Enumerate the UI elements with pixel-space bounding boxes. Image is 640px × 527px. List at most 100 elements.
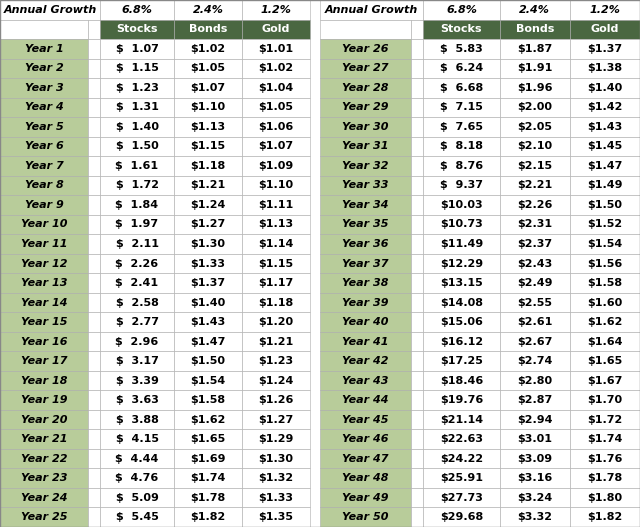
Bar [570,39,640,58]
Text: $10.03: $10.03 [440,200,483,210]
Bar [320,391,411,410]
Bar [320,469,411,488]
Bar [320,488,411,508]
Text: $2.49: $2.49 [517,278,552,288]
Text: Year 17: Year 17 [20,356,67,366]
Text: $  4.76: $ 4.76 [115,473,159,483]
Text: $2.00: $2.00 [517,102,552,112]
Bar [423,175,500,195]
Text: $1.20: $1.20 [259,317,294,327]
Text: 1.2%: 1.2% [260,5,291,15]
Text: $  3.88: $ 3.88 [116,415,159,425]
Bar [423,195,500,214]
Bar [570,156,640,175]
Bar [411,371,423,391]
Text: $  1.23: $ 1.23 [116,83,159,93]
Bar [88,508,100,527]
Text: Year 9: Year 9 [24,200,63,210]
Bar [570,391,640,410]
Text: $16.12: $16.12 [440,337,483,347]
Text: $11.49: $11.49 [440,239,483,249]
Bar [100,332,174,352]
Bar [88,371,100,391]
Text: $  6.24: $ 6.24 [440,63,483,73]
Text: $1.01: $1.01 [259,44,294,54]
Text: $1.65: $1.65 [588,356,623,366]
Bar [100,195,174,214]
Text: $1.76: $1.76 [588,454,623,464]
Bar [411,58,423,78]
Bar [100,449,174,469]
Text: Year 5: Year 5 [24,122,63,132]
Bar [174,352,242,371]
Bar [174,410,242,430]
Bar [411,234,423,253]
Text: $1.10: $1.10 [191,102,225,112]
Bar [242,19,310,39]
Bar [242,195,310,214]
Text: Year 40: Year 40 [342,317,388,327]
Text: $1.52: $1.52 [588,219,623,229]
Bar [88,117,100,136]
Bar [320,19,411,39]
Bar [570,449,640,469]
Bar [320,274,411,293]
Text: $1.49: $1.49 [587,180,623,190]
Text: Year 6: Year 6 [24,141,63,151]
Bar [411,117,423,136]
Bar [242,488,310,508]
Bar [174,136,242,156]
Bar [320,156,411,175]
Bar [320,410,411,430]
Text: $1.04: $1.04 [259,83,294,93]
Bar [570,58,640,78]
Text: $1.15: $1.15 [191,141,225,151]
Bar [174,371,242,391]
Text: $  3.17: $ 3.17 [116,356,159,366]
Text: Year 42: Year 42 [342,356,388,366]
Text: $2.80: $2.80 [517,376,552,386]
Bar [320,39,411,58]
Text: Bonds: Bonds [516,24,554,34]
Bar [100,136,174,156]
Text: Annual Growth: Annual Growth [325,5,418,15]
Bar [0,391,88,410]
Bar [88,136,100,156]
Text: Year 39: Year 39 [342,298,388,308]
Bar [100,313,174,332]
Bar [320,58,411,78]
Bar [242,39,310,58]
Text: $1.70: $1.70 [588,395,623,405]
Bar [0,430,88,449]
Bar [411,97,423,117]
Bar [411,156,423,175]
Bar [570,117,640,136]
Text: 6.8%: 6.8% [446,5,477,15]
Text: $2.87: $2.87 [517,395,552,405]
Bar [0,410,88,430]
Text: $1.62: $1.62 [190,415,226,425]
Bar [88,488,100,508]
Text: $  2.77: $ 2.77 [115,317,159,327]
Text: Year 45: Year 45 [342,415,388,425]
Bar [100,430,174,449]
Bar [88,78,100,97]
Bar [242,391,310,410]
Text: $  7.65: $ 7.65 [440,122,483,132]
Text: $1.17: $1.17 [259,278,294,288]
Bar [423,78,500,97]
Bar [423,97,500,117]
Text: $  2.11: $ 2.11 [115,239,159,249]
Text: $2.05: $2.05 [517,122,552,132]
Text: $3.01: $3.01 [517,434,552,444]
Bar [570,488,640,508]
Bar [88,175,100,195]
Text: $2.43: $2.43 [517,259,552,268]
Bar [0,508,88,527]
Text: $1.47: $1.47 [588,161,623,171]
Bar [423,58,500,78]
Bar [423,352,500,371]
Bar [570,274,640,293]
Text: $1.33: $1.33 [259,493,294,503]
Bar [0,469,88,488]
